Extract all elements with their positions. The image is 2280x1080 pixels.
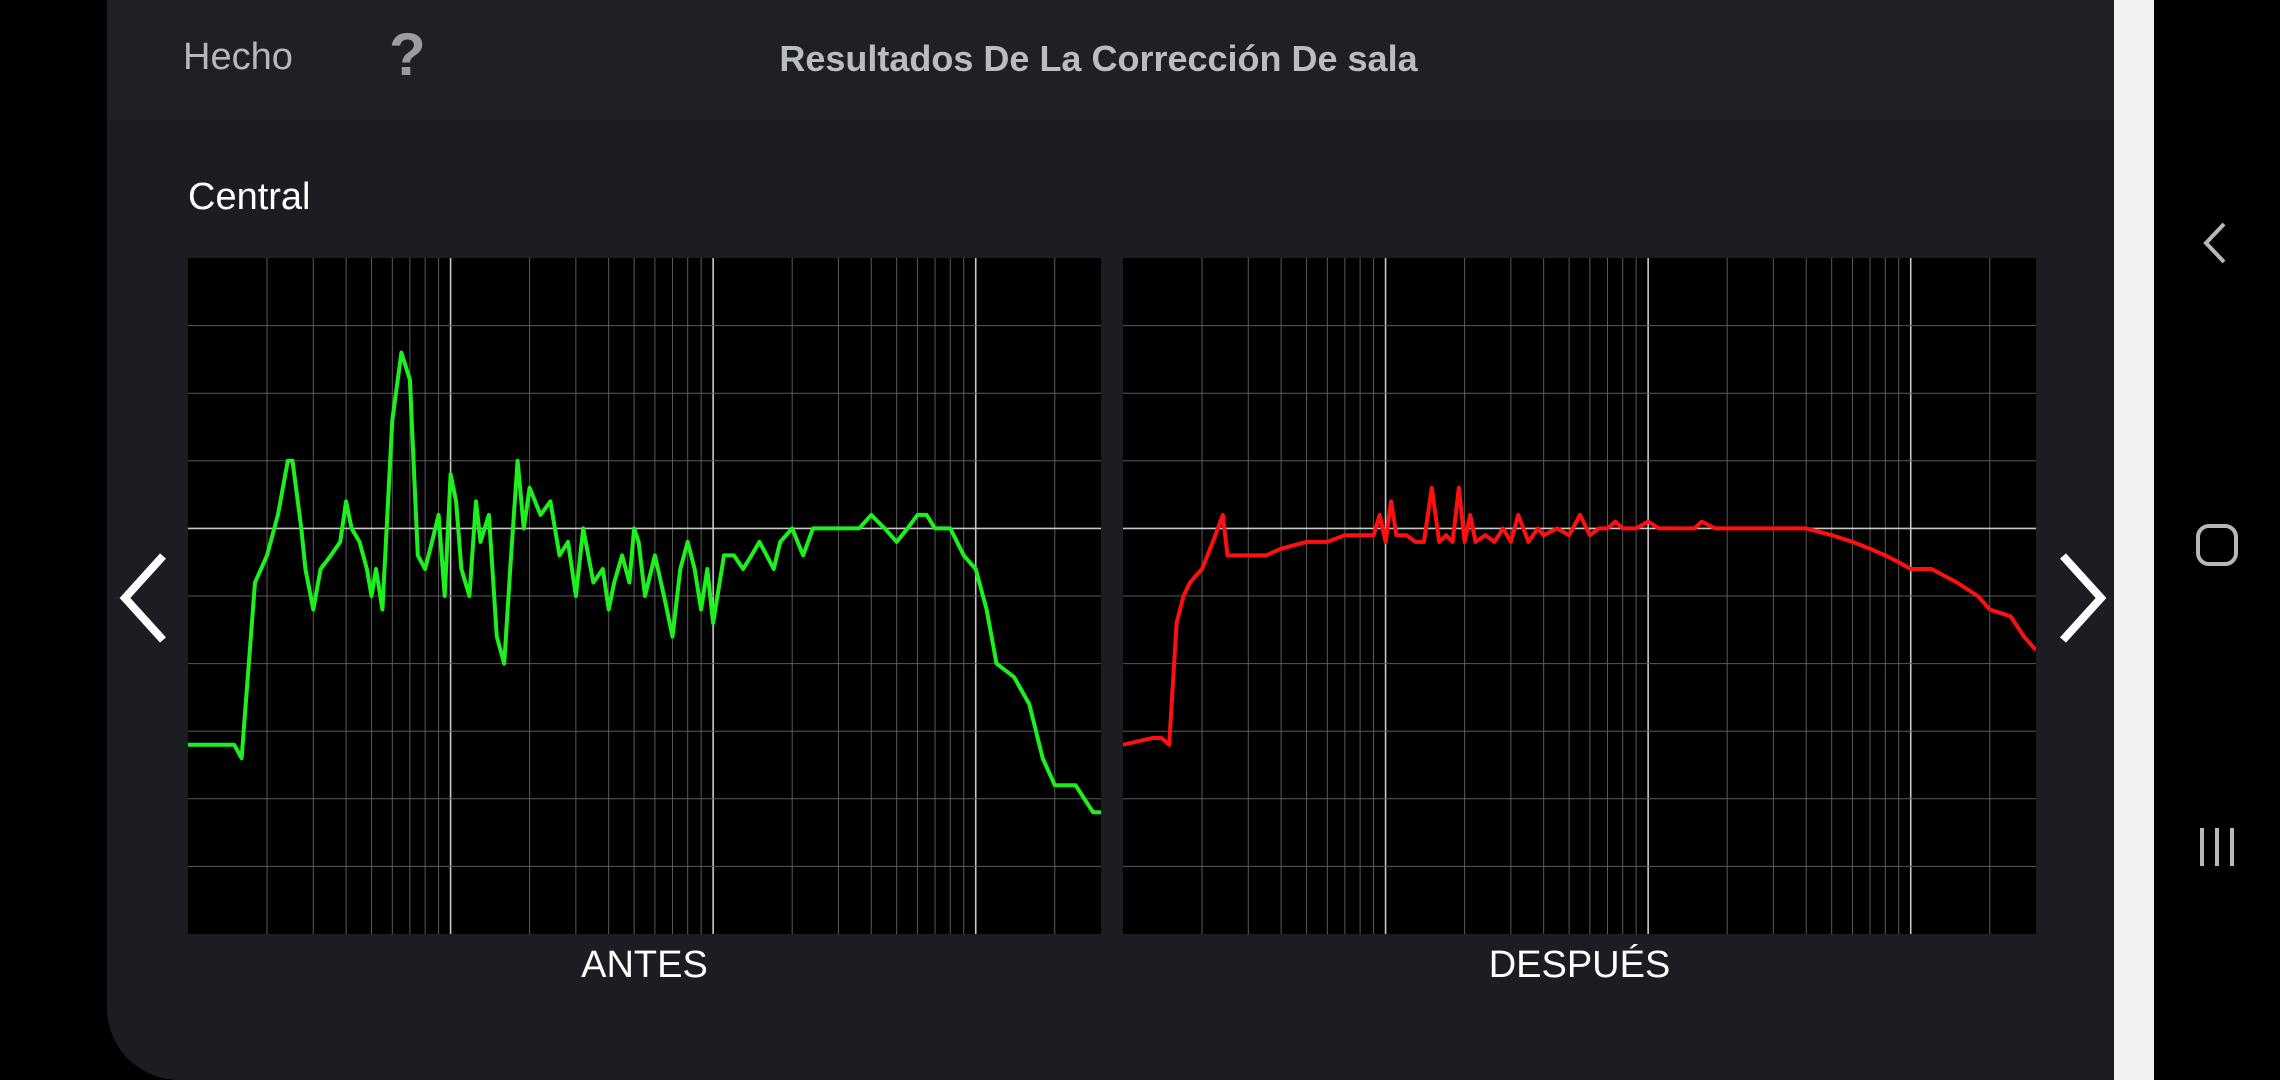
before-graph xyxy=(188,258,1101,934)
after-chart-svg xyxy=(1123,258,2036,934)
home-button[interactable] xyxy=(2192,520,2242,575)
page-title: Resultados De La Corrección De sala xyxy=(107,38,2114,80)
channel-name: Central xyxy=(188,176,311,218)
home-icon xyxy=(2196,524,2238,566)
room-correction-panel: Hecho ? Resultados De La Corrección De s… xyxy=(107,0,2114,1080)
next-channel-button[interactable] xyxy=(2051,548,2111,653)
recents-button[interactable] xyxy=(2192,822,2242,877)
back-icon xyxy=(2203,222,2226,264)
before-chart-svg xyxy=(188,258,1101,934)
back-button[interactable] xyxy=(2192,218,2242,273)
before-label: ANTES xyxy=(581,944,708,986)
previous-channel-button[interactable] xyxy=(115,548,175,653)
help-button[interactable]: ? xyxy=(389,21,426,88)
chevron-left-icon xyxy=(119,553,166,643)
after-label: DESPUÉS xyxy=(1488,944,1671,986)
recents-icon xyxy=(2200,828,2234,866)
scroll-edge xyxy=(2114,0,2154,1080)
system-nav-bar xyxy=(2154,0,2280,1080)
after-response-curve xyxy=(1123,485,2036,747)
page-title-text: Resultados De La Corrección De sala xyxy=(779,38,1418,79)
done-button[interactable]: Hecho xyxy=(183,36,293,78)
before-response-curve xyxy=(188,350,1101,815)
chevron-right-icon xyxy=(2060,553,2107,643)
after-graph xyxy=(1123,258,2036,934)
header-bar: Hecho ? Resultados De La Corrección De s… xyxy=(107,0,2114,120)
